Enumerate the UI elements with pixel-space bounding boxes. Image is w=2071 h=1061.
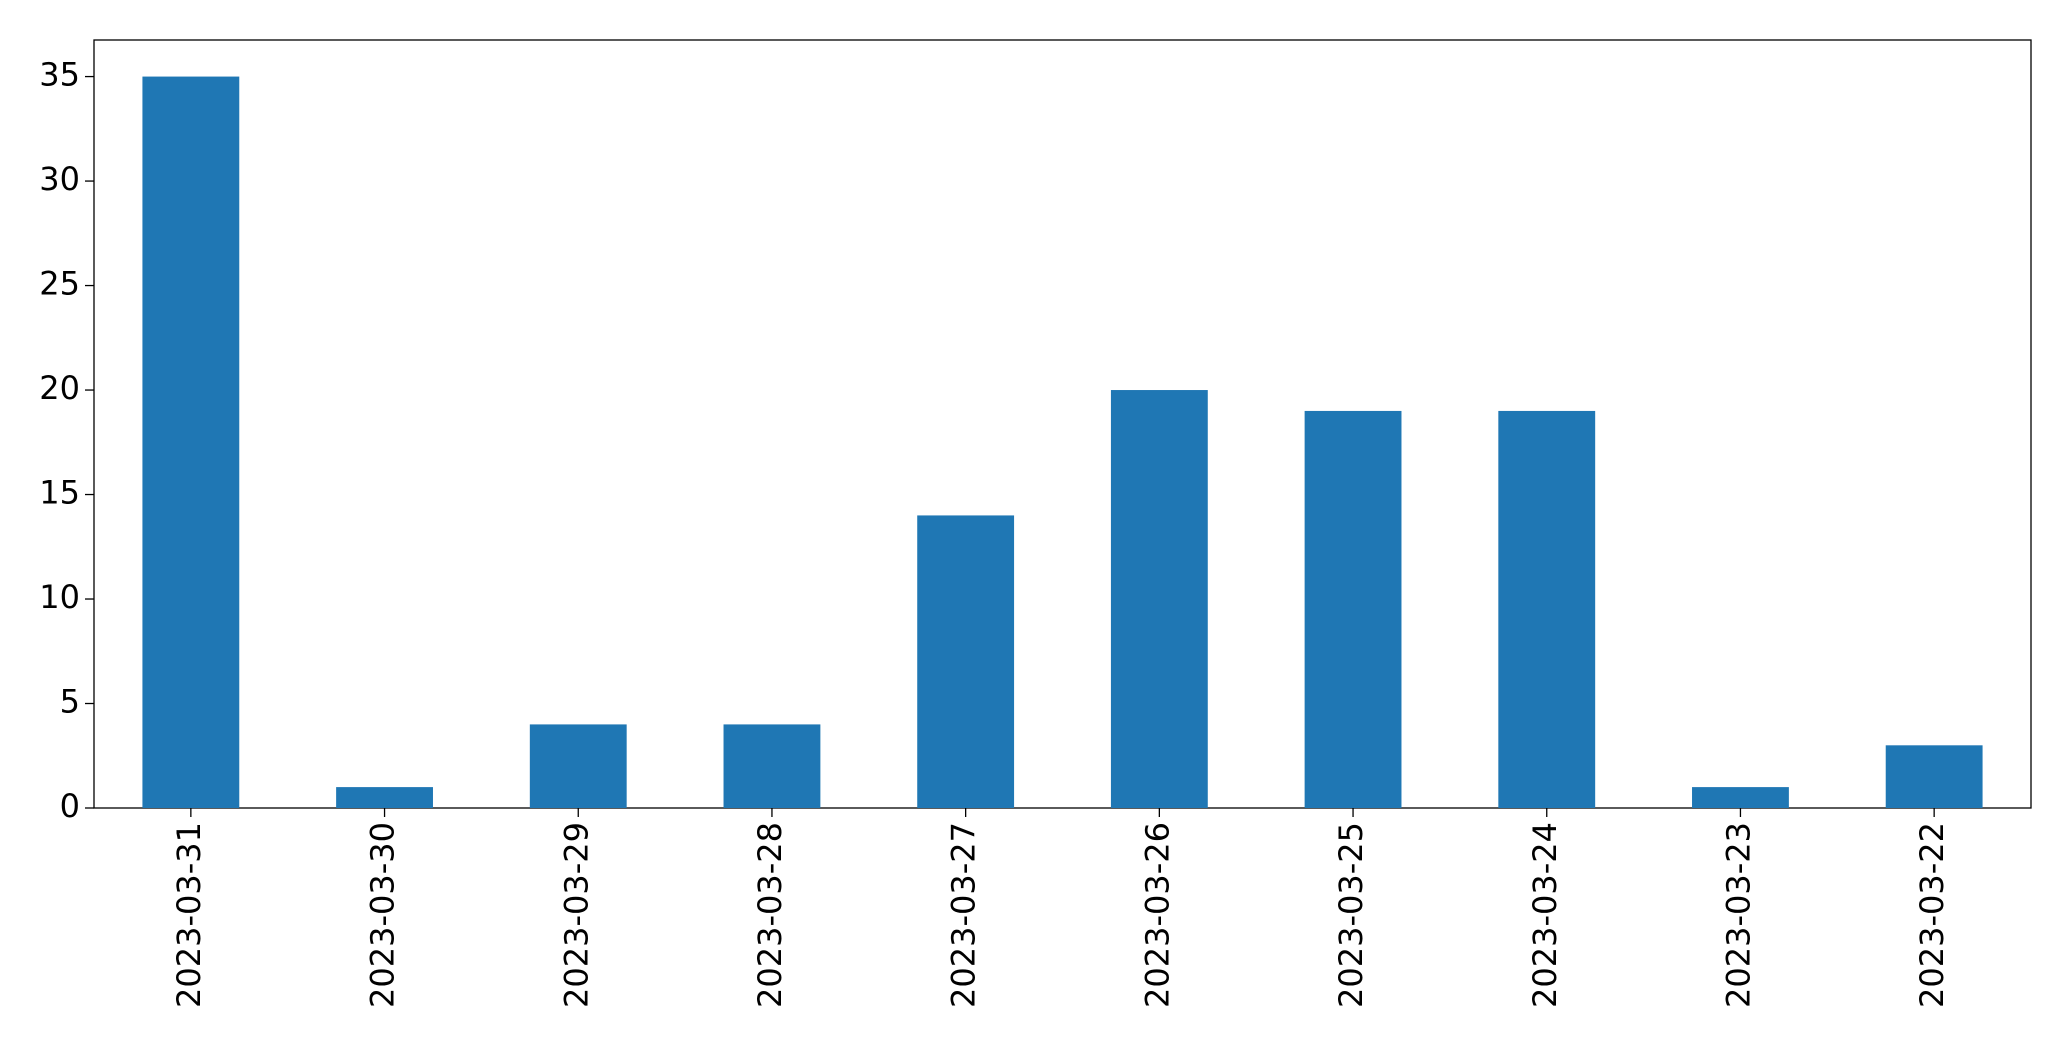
bar [1110,390,1208,808]
y-tick-label: 15 [39,474,80,512]
x-tick-label: 2023-03-31 [170,822,208,1008]
x-tick-label: 2023-03-26 [1138,822,1176,1008]
x-tick-label: 2023-03-28 [751,822,789,1008]
x-tick-label: 2023-03-27 [945,822,983,1008]
y-tick-label: 25 [39,265,80,303]
bar [917,515,1015,808]
bar [723,724,821,808]
y-tick-label: 0 [60,787,80,825]
bar [529,724,627,808]
x-tick-label: 2023-03-30 [364,822,402,1008]
x-tick-label: 2023-03-22 [1913,822,1951,1008]
y-tick-label: 10 [39,578,80,616]
y-tick-label: 20 [39,369,80,407]
plot-frame [93,39,2032,809]
y-tick-label: 5 [60,683,80,721]
x-tick-label: 2023-03-23 [1719,822,1757,1008]
x-tick-label: 2023-03-25 [1332,822,1370,1008]
bar [1498,410,1596,808]
bar [1692,787,1789,808]
y-tick-label: 30 [39,160,80,198]
bar [1304,410,1402,808]
x-tick-label: 2023-03-24 [1526,822,1564,1008]
x-tick-label: 2023-03-29 [557,822,595,1008]
bar [142,76,240,809]
bar [1885,745,1983,808]
y-tick-label: 35 [39,56,80,94]
bar [336,787,433,808]
